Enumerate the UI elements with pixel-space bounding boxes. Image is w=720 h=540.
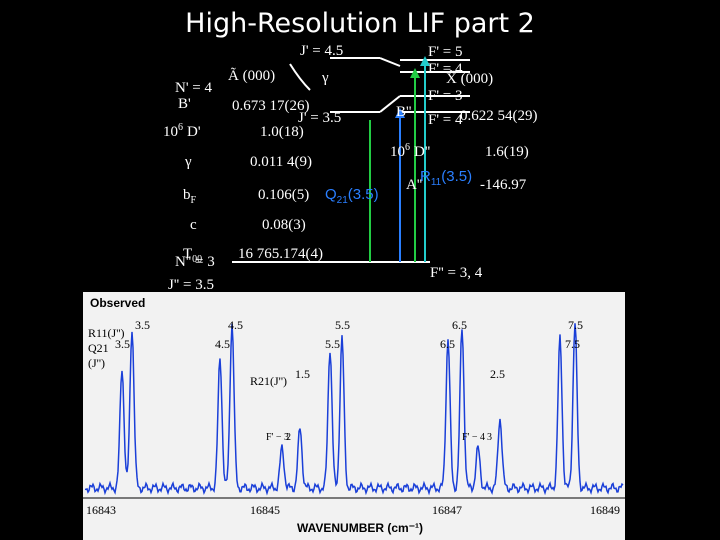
param-name: 106 D'' (390, 142, 431, 160)
level-label: N'' = 3 (175, 254, 215, 270)
param-value: 0.08(3) (262, 217, 306, 233)
param-name: 106 D' (163, 122, 201, 140)
peak-label: 1.5 (295, 367, 310, 381)
level-label: J' = 4.5 (300, 43, 343, 59)
level-label: F' = 5 (428, 44, 463, 60)
panel-title: Observed (90, 296, 145, 310)
param-name: A'' (406, 177, 423, 193)
param-name: B' (178, 96, 191, 112)
r11-labels: 3.5 4.5 5.5 6.5 7.5 3.5 4.5 5.5 6.5 7.5 (115, 318, 583, 351)
level-label: F' = 4 (428, 112, 463, 128)
param-value: 16 765.174(4) (238, 246, 323, 262)
param-name: T00 (183, 246, 202, 265)
title: High-Resolution LIF part 2 (185, 8, 535, 39)
level-label: F' = 4 (428, 61, 463, 77)
param-value: 1.0(18) (260, 124, 304, 140)
f-label: F' − 4 (462, 432, 485, 443)
param-value: 0.106(5) (258, 187, 309, 203)
x-tick-label: 16847 (432, 503, 462, 517)
peak-label: 6.5 (440, 337, 455, 351)
f-label: F' − 3 (266, 432, 289, 443)
peak-label: 2.5 (490, 367, 505, 381)
transition-label: Q21(3.5) (325, 186, 379, 206)
level-label: N' = 4 (175, 80, 212, 96)
row-label: Q21 (88, 341, 109, 355)
param-value: 0.011 4(9) (250, 154, 312, 170)
peak-label: 3.5 (115, 337, 130, 351)
peak-label: 5.5 (325, 337, 340, 351)
level-label: F' = 3 (428, 88, 463, 104)
param-value: 0.622 54(29) (460, 108, 538, 124)
param-name: bF (183, 187, 197, 206)
param-name: γ (184, 154, 192, 170)
row-label: (J'') (88, 356, 105, 370)
x-tick-label: 16849 (590, 503, 620, 517)
f-label: 3 (487, 432, 492, 443)
state-label: X̃ (000) (446, 70, 493, 87)
level-label: F'' = 3, 4 (430, 265, 483, 281)
param-value: 0.673 17(26) (232, 98, 310, 114)
peak-label: 4.5 (228, 318, 243, 332)
level-label: J'' = 3.5 (168, 277, 214, 293)
param-value: 1.6(19) (485, 144, 529, 160)
param-name: B'' (396, 104, 412, 120)
row-label: R21(J'') (250, 374, 287, 388)
x-axis-title: WAVENUMBER (cm⁻¹) (297, 521, 423, 535)
panel-bg (83, 292, 625, 540)
spectrum-trace (84, 323, 624, 496)
spectrum-panel: Observed R11(J'') Q21 (J'') 3.5 4.5 5.5 6.5… (83, 292, 625, 540)
peak-label: 3.5 (135, 318, 150, 332)
transition-label: R11(3.5) (420, 168, 472, 188)
x-tick-label: 16843 (86, 503, 116, 517)
peak-label: 7.5 (565, 337, 580, 351)
peak-label: 7.5 (568, 318, 583, 332)
x-tick-label: 16845 (250, 503, 280, 517)
param-name: c (190, 217, 197, 233)
state-label: Ã (000) (228, 68, 275, 84)
level-label: J' = 3.5 (298, 110, 341, 126)
peak-label: 5.5 (335, 318, 350, 332)
row-label: R11(J'') (88, 326, 125, 340)
peak-label: 6.5 (452, 318, 467, 332)
symbol: γ (321, 70, 329, 86)
transition-arrows (369, 56, 430, 262)
f-label: 2 (286, 432, 291, 443)
param-value: -146.97 (480, 177, 527, 193)
peak-label: 4.5 (215, 337, 230, 351)
